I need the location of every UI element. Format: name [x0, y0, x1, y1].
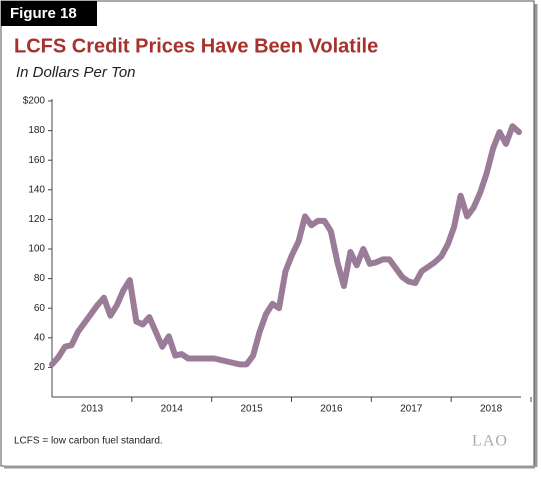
note: LCFS = low carbon fuel standard.: [14, 436, 163, 447]
y-tick-label: 40: [34, 332, 46, 343]
y-tick-label: 100: [28, 244, 45, 255]
figure-label-box: [1, 1, 97, 26]
chart-subtitle: In Dollars Per Ton: [16, 64, 136, 81]
y-tick-label: 140: [28, 184, 45, 195]
y-tick-label: 120: [28, 214, 45, 225]
x-tick-label: 2014: [161, 404, 184, 415]
x-tick-label: 2017: [400, 404, 423, 415]
y-tick-label: 160: [28, 155, 45, 166]
frame: [0, 0, 535, 467]
chart-title: LCFS Credit Prices Have Been Volatile: [14, 35, 378, 57]
y-tick-label: 60: [34, 303, 46, 314]
x-tick-label: 2016: [320, 404, 343, 415]
x-tick-label: 2018: [480, 404, 503, 415]
x-tick-label: 2015: [240, 404, 263, 415]
y-tick-label: $200: [23, 96, 46, 107]
y-tick-label: 80: [34, 273, 46, 284]
figure-label: Figure 18: [10, 5, 77, 22]
y-tick-label: 20: [34, 362, 46, 373]
y-tick-label: 180: [28, 125, 45, 136]
logo: LAO: [472, 433, 508, 450]
price-line: [49, 123, 522, 368]
x-tick-label: 2013: [81, 404, 104, 415]
